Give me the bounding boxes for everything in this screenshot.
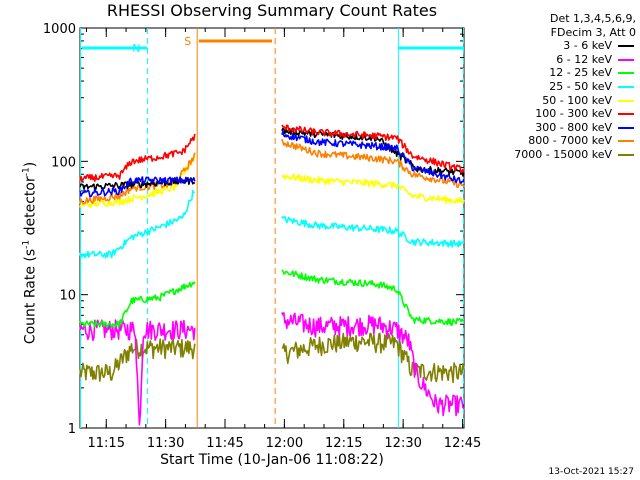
series-line-25-50-keV (79, 190, 195, 259)
legend-swatch (618, 153, 634, 156)
series-line-800-7000-keV (281, 138, 465, 189)
x-tick-label: 12:15 (325, 436, 362, 451)
axes-frame (79, 27, 465, 429)
y-axis-label: Count Rate (s-1 detector-1) (21, 161, 39, 345)
legend-entry: 800 - 7000 keV (474, 134, 638, 148)
legend-swatch (618, 45, 634, 48)
legend-label: 25 - 50 keV (549, 79, 612, 93)
legend-swatch (618, 72, 634, 75)
timestamp: 13-Oct-2021 15:27 (548, 467, 634, 477)
saa-annotation: S (184, 35, 191, 48)
y-tick-label: 1 (68, 422, 76, 437)
legend-label: 7000 - 15000 keV (514, 147, 612, 161)
series-line-6-12-keV (79, 319, 196, 426)
y-tick-label: 10 (59, 289, 76, 304)
x-tick-label: 11:45 (206, 436, 243, 451)
legend-entry: 25 - 50 keV (474, 80, 638, 94)
series-line-25-50-keV (281, 215, 465, 248)
legend-entry: 300 - 800 keV (474, 121, 638, 135)
legend-entry: 50 - 100 keV (474, 94, 638, 108)
series-line-50-100-keV (79, 154, 196, 209)
x-tick-label: 12:00 (266, 436, 303, 451)
night-annotation: N (132, 42, 140, 55)
legend-label: 12 - 25 keV (549, 66, 612, 80)
legend-swatch (618, 99, 634, 102)
series-line-7000-15000-keV (79, 337, 196, 382)
legend-entry: 100 - 300 keV (474, 107, 638, 121)
legend-swatch (618, 126, 634, 129)
x-axis-label: Start Time (10-Jan-06 11:08:22) (160, 452, 384, 468)
series-line-300-800-keV (281, 130, 465, 184)
y-tick-label: 1000 (43, 22, 76, 37)
chart-title: RHESSI Observing Summary Count Rates (106, 1, 438, 20)
x-tick-label: 11:30 (147, 436, 184, 451)
legend: Det 1,3,4,5,6,9, FDecim 3, Att 0 3 - 6 k… (474, 12, 638, 162)
legend-label: 50 - 100 keV (542, 93, 612, 107)
legend-label: 100 - 300 keV (535, 107, 612, 121)
legend-swatch (618, 140, 634, 143)
y-tick-label: 100 (51, 155, 76, 170)
series-line-6-12-keV (281, 312, 465, 417)
legend-label: 300 - 800 keV (535, 120, 612, 134)
legend-swatch (618, 113, 634, 116)
legend-label: 6 - 12 keV (556, 52, 612, 66)
x-tick-label: 12:30 (384, 436, 421, 451)
series-line-7000-15000-keV (281, 332, 465, 384)
series-line-12-25-keV (79, 281, 196, 329)
legend-label: 3 - 6 keV (563, 39, 612, 53)
legend-swatch (618, 58, 634, 61)
x-tick-label: 12:45 (444, 436, 481, 451)
series-line-100-300-keV (79, 133, 196, 183)
series-line-100-300-keV (281, 124, 465, 174)
legend-entry: 7000 - 15000 keV (474, 148, 638, 162)
series-line-50-100-keV (281, 173, 465, 204)
legend-swatch (618, 85, 634, 88)
x-tick-label: 11:15 (88, 436, 125, 451)
legend-header-line-2: FDecim 3, Att 0 (550, 25, 636, 39)
series-line-12-25-keV (281, 269, 465, 326)
series-line-300-800-keV (79, 176, 196, 198)
legend-header-line-1: Det 1,3,4,5,6,9, (549, 12, 636, 25)
legend-entry: 12 - 25 keV (474, 66, 638, 80)
legend-entry: 3 - 6 keV (474, 39, 638, 53)
legend-label: 800 - 7000 keV (528, 134, 612, 148)
legend-entry: 6 - 12 keV (474, 53, 638, 67)
